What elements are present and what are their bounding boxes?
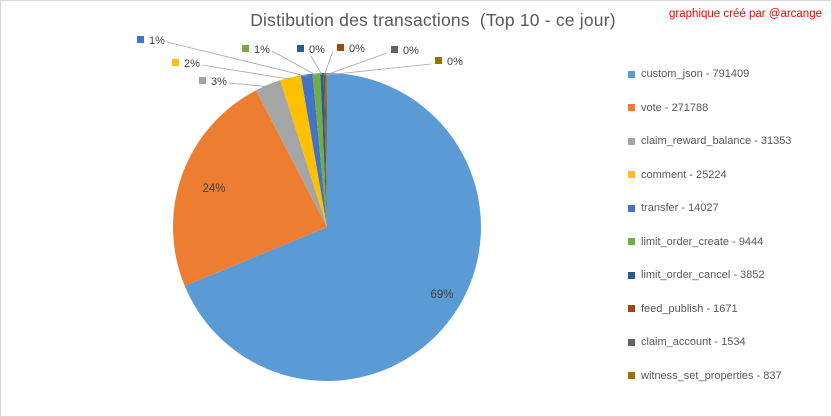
pie-slice-transfer [300, 73, 327, 227]
pie-slice-custom_json [184, 73, 481, 382]
legend-item-transfer: transfer - 14027 [628, 200, 824, 216]
slice-percent-vote: 24% [202, 183, 225, 195]
legend-marker-icon [628, 70, 635, 78]
leader-line-feed_publish [323, 50, 334, 76]
callout-marker-limit_order_create [242, 45, 249, 52]
legend-item-witness_set_properties: witness_set_properties - 837 [628, 368, 824, 384]
callout-marker-limit_order_cancel [297, 45, 304, 52]
legend-marker-icon [628, 104, 635, 112]
legend-marker-icon [628, 271, 635, 279]
pie-slice-comment [280, 75, 327, 227]
legend-marker-icon [628, 171, 635, 179]
callout-marker-claim_reward_balance [199, 77, 206, 84]
callout-percent-witness_set_properties: 0% [447, 56, 463, 68]
pie-slice-claim_reward_balance [255, 80, 327, 227]
legend-item-claim_account: claim_account - 1534 [628, 334, 824, 350]
chart-title: Distibution des transactions (Top 10 - c… [250, 10, 616, 30]
leader-line-transfer [166, 41, 307, 77]
pie-slice-limit_order_create [312, 73, 327, 227]
callout-marker-witness_set_properties [435, 57, 442, 64]
legend-label: vote - 271788 [641, 101, 709, 114]
legend-item-feed_publish: feed_publish - 1671 [628, 301, 824, 317]
legend-label: feed_publish - 1671 [641, 302, 738, 315]
pie-slice-witness_set_properties [326, 72, 327, 227]
callout-marker-transfer [137, 36, 144, 43]
legend-marker-icon [628, 305, 635, 313]
callout-marker-feed_publish [337, 44, 344, 51]
legend-label: claim_account - 1534 [641, 336, 746, 349]
leader-line-claim_account [325, 52, 388, 76]
legend-label: witness_set_properties - 837 [641, 369, 782, 382]
pie-slice-claim_account [325, 73, 327, 227]
legend: custom_json - 791409 vote - 271788 claim_r… [628, 66, 824, 384]
leader-line-limit_order_cancel [310, 55, 323, 76]
callout-percent-claim_account: 0% [403, 45, 419, 57]
legend-label: custom_json - 791409 [641, 68, 750, 80]
pie-slice-feed_publish [323, 73, 327, 227]
legend-label: limit_order_cancel - 3852 [641, 269, 765, 282]
callout-percent-comment: 2% [184, 58, 200, 70]
leader-line-witness_set_properties [326, 63, 432, 76]
legend-marker-icon [628, 137, 635, 145]
legend-item-custom_json: custom_json - 791409 [628, 66, 824, 82]
pie-slice-limit_order_cancel [320, 73, 327, 227]
slice-percent-custom_json: 69% [430, 289, 453, 301]
legend-label: limit_order_create - 9444 [641, 235, 764, 248]
callout-percent-limit_order_create: 1% [254, 44, 270, 56]
legend-marker-icon [628, 238, 635, 246]
callout-percent-claim_reward_balance: 3% [211, 76, 227, 88]
legend-marker-icon [628, 372, 635, 380]
legend-marker-icon [628, 338, 635, 346]
callout-marker-comment [172, 59, 179, 66]
legend-marker-icon [628, 204, 635, 212]
callout-percent-limit_order_cancel: 0% [309, 44, 325, 56]
pie-slice-vote [172, 90, 327, 286]
callout-percent-feed_publish: 0% [349, 43, 365, 55]
legend-label: comment - 25224 [641, 168, 727, 181]
legend-label: transfer - 14027 [641, 202, 719, 215]
legend-item-limit_order_create: limit_order_create - 9444 [628, 234, 824, 250]
legend-item-vote: vote - 271788 [628, 100, 824, 116]
callout-percent-transfer: 1% [149, 35, 165, 47]
legend-item-claim_reward_balance: claim_reward_balance - 31353 [628, 133, 824, 149]
attribution-text: graphique créé par @arcange [669, 8, 822, 20]
leader-line-limit_order_create [271, 50, 317, 76]
legend-label: claim_reward_balance - 31353 [641, 135, 792, 148]
legend-item-limit_order_cancel: limit_order_cancel - 3852 [628, 267, 824, 283]
leader-line-comment [201, 64, 291, 80]
callout-marker-claim_account [391, 46, 398, 53]
legend-item-comment: comment - 25224 [628, 167, 824, 183]
leader-line-claim_reward_balance [228, 82, 269, 88]
